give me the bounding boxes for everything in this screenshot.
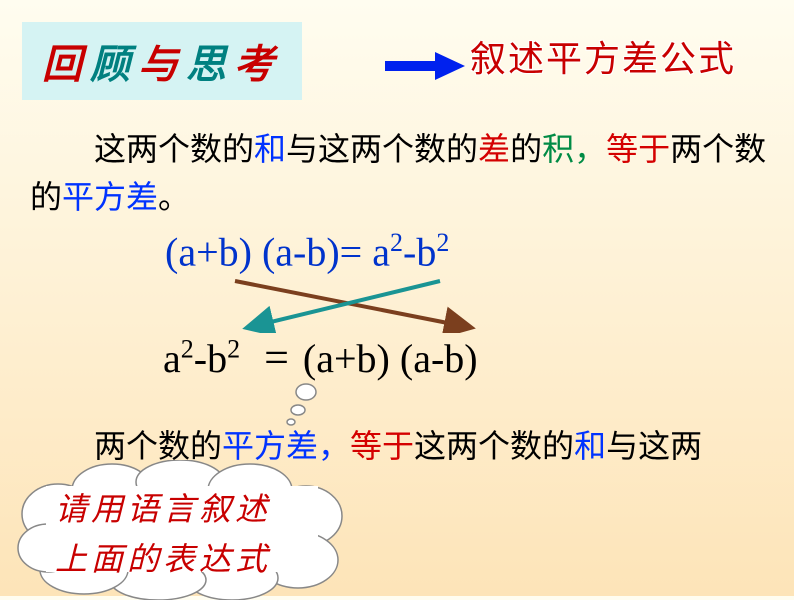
f1-lhs: (a+b) (a-b) (165, 229, 340, 274)
r-sp (240, 336, 260, 381)
p2-pfc: 平方差， (222, 428, 350, 464)
f1-eq: = (340, 229, 373, 274)
cross-arrows-icon (230, 278, 490, 333)
p1-seg3: 的 (510, 131, 542, 167)
p1-he: 和 (254, 131, 286, 167)
title-char-4: 思 (186, 42, 234, 87)
p1-dengyu: 等于 (606, 131, 670, 167)
title-char-2: 顾 (90, 42, 138, 87)
r-sup1: 2 (181, 335, 194, 364)
r-sup2: 2 (227, 335, 240, 364)
title-char-3: 与 (138, 42, 186, 87)
title-char-1: 回 (42, 42, 90, 87)
cloud-line-1: 请用语言叙述 (55, 485, 271, 535)
f1-sup1: 2 (390, 228, 403, 257)
arrow-right-icon (385, 52, 465, 80)
p1-pingfangcha: 平方差 (62, 179, 158, 215)
p1-seg2: 与这两个数的 (286, 131, 478, 167)
f1-sup2: 2 (436, 228, 449, 257)
p2-seg1: 两个数的 (94, 428, 222, 464)
p1-cha: 差 (478, 131, 510, 167)
r-eq: = (264, 333, 289, 382)
p1-seg1: 这两个数的 (94, 131, 254, 167)
title-box: 回顾与思考 (22, 22, 302, 100)
paragraph-1: 这两个数的和与这两个数的差的积，等于两个数的平方差。 (30, 125, 770, 221)
formula-top: (a+b) (a-b)= a2-b2 (165, 228, 449, 275)
f1-a: a (372, 229, 390, 274)
f1-minus: -b (403, 229, 436, 274)
subtitle-text: 叙述平方差公式 (470, 30, 736, 82)
cloud-text: 请用语言叙述 上面的表达式 (55, 485, 271, 584)
p2-he: 和 (574, 428, 606, 464)
r-a: a (163, 336, 181, 381)
p2-dengyu: 等于 (350, 428, 414, 464)
formula-reverse: a2-b2 = (a+b) (a-b) (163, 332, 478, 383)
r-rhs: (a+b) (a-b) (303, 336, 478, 381)
p2-seg3: 与这两 (606, 428, 702, 464)
p1-seg5: 。 (158, 179, 190, 215)
p1-ji: 积， (542, 131, 606, 167)
cloud-line-2: 上面的表达式 (55, 535, 271, 585)
title-char-5: 考 (234, 42, 282, 87)
r-minus: -b (194, 336, 227, 381)
p2-seg2: 这两个数的 (414, 428, 574, 464)
